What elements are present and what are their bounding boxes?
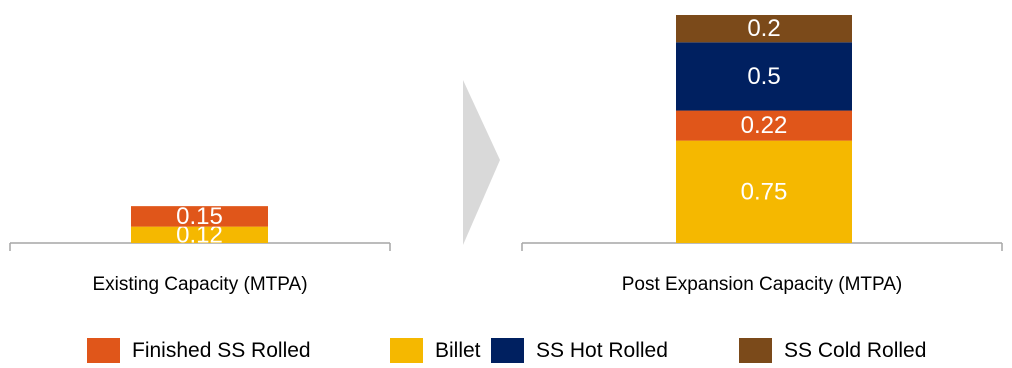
- legend: Finished SS Rolled Billet SS Hot Rolled SS …: [0, 338, 1012, 368]
- legend-label: SS Cold Rolled: [784, 338, 927, 362]
- data-label: 0.5: [747, 63, 780, 90]
- bar-ss-cold-rolled: [676, 15, 852, 43]
- category-label: Post Expansion Capacity (MTPA): [622, 274, 903, 295]
- legend-label: Billet: [435, 338, 481, 362]
- data-label: 0.22: [741, 112, 788, 139]
- bar-ss-hot-rolled: [676, 42, 852, 111]
- data-label: 0.2: [747, 15, 780, 42]
- legend-label: Finished SS Rolled: [132, 338, 311, 362]
- legend-swatch: [739, 338, 772, 363]
- legend-item-ss-cold-rolled: SS Cold Rolled: [739, 338, 926, 363]
- legend-swatch: [390, 338, 423, 363]
- category-label: Existing Capacity (MTPA): [92, 274, 307, 295]
- bar-billet: [131, 226, 268, 243]
- legend-swatch: [491, 338, 524, 363]
- legend-item-ss-hot-rolled: SS Hot Rolled: [491, 338, 668, 363]
- legend-label: SS Hot Rolled: [536, 338, 668, 362]
- bar-billet: [676, 140, 852, 243]
- legend-item-billet: Billet: [390, 338, 481, 363]
- legend-item-finished-ss-rolled: Finished SS Rolled: [87, 338, 311, 363]
- bar-finished-ss-rolled: [131, 206, 268, 227]
- legend-swatch: [87, 338, 120, 363]
- bar-finished-ss-rolled: [676, 110, 852, 141]
- stacked-bar-chart: 0.120.150.750.220.50.2 Existing Capacity…: [9, 15, 1003, 295]
- data-label: 0.75: [741, 178, 788, 205]
- data-label: 0.15: [176, 203, 223, 230]
- transition-arrow: [463, 80, 500, 245]
